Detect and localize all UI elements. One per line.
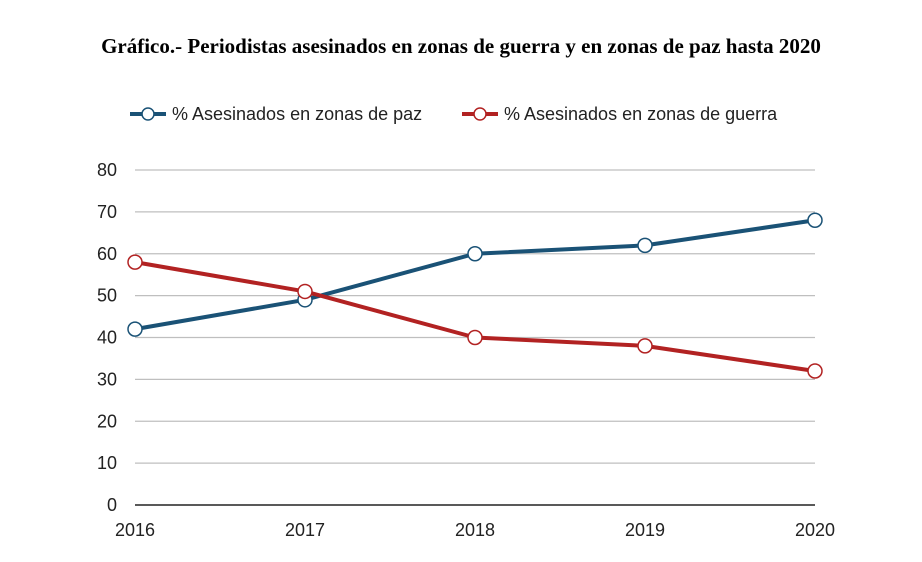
series-line-1 — [134, 218, 816, 332]
x-axis-tick-labels: 2016 2017 2018 2019 2020 — [115, 520, 835, 540]
x-tick-label: 2019 — [625, 520, 665, 540]
chart-title: Gráfico.- Periodistas asesinados en zona… — [101, 34, 821, 58]
y-tick-label: 50 — [97, 286, 117, 306]
legend-swatch-marker — [141, 107, 155, 121]
data-point-series-1 — [467, 246, 483, 262]
y-tick-label: 60 — [97, 244, 117, 264]
y-tick-label: 80 — [97, 160, 117, 180]
y-axis-tick-labels: 0 10 20 30 40 50 60 70 80 — [97, 160, 117, 515]
legend-label: % Asesinados en zonas de paz — [172, 104, 422, 124]
y-tick-label: 10 — [97, 453, 117, 473]
data-point-series-1 — [807, 212, 823, 228]
data-point-series-1 — [127, 321, 143, 337]
legend-swatch-marker — [473, 107, 487, 121]
x-tick-label: 2020 — [795, 520, 835, 540]
y-tick-label: 40 — [97, 328, 117, 348]
y-tick-label: 30 — [97, 369, 117, 389]
data-point-series-2 — [127, 254, 143, 270]
data-point-series-2 — [807, 363, 823, 379]
x-tick-label: 2017 — [285, 520, 325, 540]
series-line-2 — [134, 260, 816, 373]
legend-label: % Asesinados en zonas de guerra — [504, 104, 778, 124]
y-tick-label: 0 — [107, 495, 117, 515]
data-point-series-2 — [467, 329, 483, 346]
legend: % Asesinados en zonas de paz % Asesinados… — [130, 104, 778, 124]
data-point-series-2 — [637, 338, 653, 354]
x-tick-label: 2018 — [455, 520, 495, 540]
gridlines — [135, 169, 815, 506]
y-tick-label: 20 — [97, 411, 117, 431]
series-markers — [127, 212, 823, 379]
data-point-series-2 — [297, 283, 313, 300]
x-tick-label: 2016 — [115, 520, 155, 540]
data-point-series-1 — [637, 237, 653, 254]
y-tick-label: 70 — [97, 202, 117, 222]
